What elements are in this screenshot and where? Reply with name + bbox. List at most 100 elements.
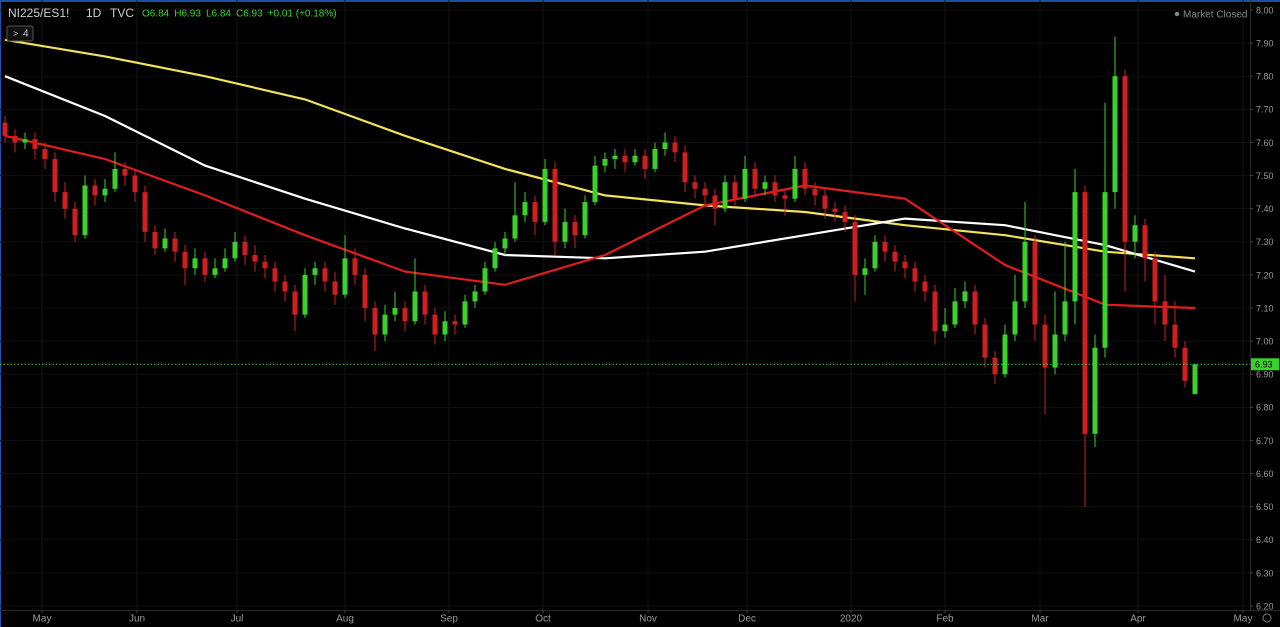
indicator-toggle[interactable]: [6, 25, 34, 42]
candle-body: [1082, 192, 1088, 434]
candle-body: [52, 159, 58, 193]
moving-averages: [4, 38, 1196, 310]
candle-body: [102, 188, 108, 196]
candle-body: [742, 168, 748, 199]
moving-average: [4, 38, 1196, 260]
candle-body: [2, 122, 8, 136]
candle-body: [592, 165, 598, 203]
x-tick-label: May: [1234, 614, 1253, 625]
candle-body: [812, 188, 818, 196]
candle-body: [842, 211, 848, 222]
candle-body: [352, 258, 358, 275]
candles: [2, 36, 1198, 507]
symbol: NI225/ES1!: [8, 6, 69, 20]
y-tick-label: 6.30: [1256, 568, 1274, 578]
y-tick-label: 7.90: [1256, 38, 1274, 48]
candle-body: [662, 142, 668, 150]
candle-body: [542, 168, 548, 222]
candle-body: [292, 291, 298, 315]
y-tick-label: 6.90: [1256, 370, 1274, 380]
x-tick-label: Apr: [1130, 614, 1146, 625]
interval: 1D: [86, 6, 102, 20]
header: NI225/ES1! 1D TVC > 4 Market Closed O6.8…: [6, 6, 1272, 623]
candle-body: [1142, 225, 1148, 259]
candle-body: [112, 168, 118, 189]
candle-body: [1092, 347, 1098, 434]
x-tick-label: Jun: [129, 614, 145, 625]
header-stat: C6.93: [236, 9, 263, 20]
candle-body: [502, 238, 508, 249]
settings-icon[interactable]: [1262, 613, 1272, 623]
candle-body: [732, 182, 738, 199]
candle-body: [1012, 301, 1018, 335]
candle-body: [872, 241, 878, 269]
candle-body: [1122, 76, 1128, 242]
candle-body: [202, 258, 208, 275]
last-price-label: 6.93: [1255, 360, 1273, 370]
header-stat: H6.93: [174, 9, 201, 20]
y-tick-label: 7.40: [1256, 204, 1274, 214]
candle-body: [692, 182, 698, 189]
y-tick-label: 6.70: [1256, 436, 1274, 446]
x-tick-label: May: [33, 614, 52, 625]
y-tick-label: 6.40: [1256, 535, 1274, 545]
y-tick-label: 7.30: [1256, 237, 1274, 247]
candle-body: [1022, 241, 1028, 302]
candle-body: [392, 308, 398, 315]
candle-body: [452, 321, 458, 325]
x-tick-label: Oct: [535, 614, 551, 625]
candle-body: [132, 175, 138, 193]
candle-body: [932, 291, 938, 332]
candle-body: [152, 231, 158, 249]
candle-body: [752, 168, 758, 189]
candle-body: [612, 155, 618, 159]
candle-body: [602, 159, 608, 166]
candle-body: [382, 314, 388, 335]
candle-body: [252, 255, 258, 262]
candle-body: [952, 301, 958, 325]
x-tick-label: Sep: [440, 614, 458, 625]
candle-body: [402, 308, 408, 322]
y-tick-label: 6.60: [1256, 469, 1274, 479]
candle-body: [1132, 225, 1138, 242]
candle-body: [272, 268, 278, 282]
candle-body: [302, 274, 308, 315]
candle-body: [772, 182, 778, 196]
y-tick-label: 6.80: [1256, 403, 1274, 413]
candle-body: [142, 192, 148, 232]
candle-body: [62, 192, 68, 209]
x-tick-label: 2020: [840, 614, 863, 625]
candle-body: [1002, 334, 1008, 375]
candle-body: [92, 185, 98, 196]
y-tick-label: 7.10: [1256, 303, 1274, 313]
candle-body: [1172, 324, 1178, 348]
y-tick-label: 7.20: [1256, 270, 1274, 280]
candle-body: [632, 155, 638, 163]
candle-body: [682, 152, 688, 183]
candle-body: [1112, 76, 1118, 193]
candle-body: [462, 301, 468, 325]
candle-body: [12, 135, 18, 143]
x-tick-label: Nov: [639, 614, 657, 625]
status-dot: [1174, 11, 1180, 17]
x-tick-label: Mar: [1031, 614, 1049, 625]
header-stat: O6.84: [142, 9, 170, 20]
candle-body: [442, 321, 448, 335]
candle-body: [892, 251, 898, 262]
candle-body: [182, 251, 188, 269]
y-tick-label: 7.50: [1256, 171, 1274, 181]
y-tick-label: 7.80: [1256, 72, 1274, 82]
candle-body: [22, 139, 28, 143]
candle-body: [332, 281, 338, 295]
candle-body: [362, 274, 368, 308]
axes: 6.20 6.30 6.40 6.50 6.60 6.70 6.80 6.90 7.00 7.10…: [0, 5, 1279, 625]
y-tick-label: 6.20: [1256, 601, 1274, 611]
candle-body: [492, 248, 498, 269]
candle-body: [122, 168, 128, 176]
candle-body: [412, 291, 418, 322]
x-tick-label: Dec: [738, 614, 756, 625]
candle-body: [242, 241, 248, 256]
candle-body: [832, 208, 838, 212]
